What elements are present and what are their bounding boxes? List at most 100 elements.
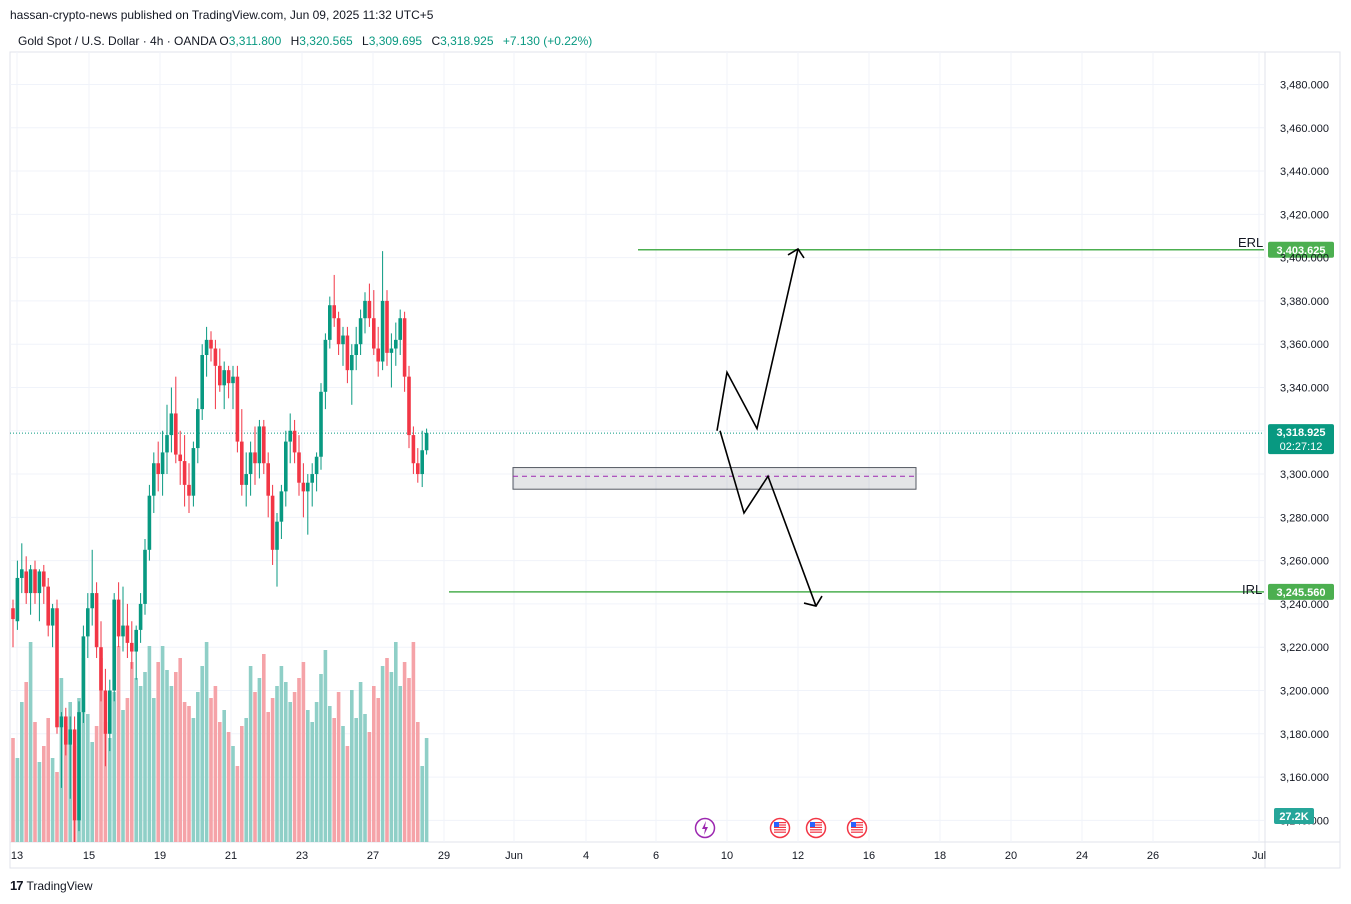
candle-body — [169, 413, 174, 436]
candle-body — [165, 435, 169, 453]
candle-body — [81, 636, 86, 713]
volume-bar — [116, 646, 121, 842]
close-label: C — [431, 34, 441, 48]
volume-bar — [354, 718, 358, 842]
volume-bar — [332, 718, 336, 842]
bearish-path — [719, 430, 817, 607]
demand-zone[interactable] — [512, 467, 917, 490]
price-axis[interactable]: 3,480.000 3,460.000 3,440.000 3,420.000 3,40… — [1268, 79, 1334, 827]
chart-border — [9, 51, 1341, 869]
change-value: +7.130 (+0.22%) — [502, 34, 593, 48]
candle-body — [262, 426, 266, 464]
volume-badge — [1274, 808, 1314, 824]
volume-bar — [160, 646, 165, 842]
candle-body — [218, 365, 222, 386]
lightning-icon[interactable] — [694, 817, 716, 839]
volume-bar — [125, 698, 130, 842]
volume-bar — [336, 692, 341, 842]
time-tick-label: Jul — [1252, 850, 1266, 862]
candle-body — [191, 448, 196, 496]
us-flag-icon[interactable] — [769, 817, 791, 839]
volume-bar — [81, 658, 86, 842]
bullish-path — [716, 248, 799, 431]
price-tick-label: 3,380.000 — [1280, 296, 1329, 308]
candle-body — [248, 452, 253, 475]
time-axis[interactable]: 13 15 19 21 23 27 29 Jun 4 6 10 12 16 18 20 24 26 Jul — [11, 850, 1266, 862]
volume-bar — [301, 662, 306, 842]
volume-bar — [248, 666, 253, 842]
price-tick-label: 3,460.000 — [1280, 123, 1329, 135]
volume-bar — [266, 712, 270, 842]
candle-body — [46, 586, 50, 626]
time-tick-label: 12 — [792, 850, 804, 862]
volume-bar — [314, 702, 319, 842]
volume-bar — [37, 762, 42, 842]
high-label: H — [290, 34, 300, 48]
flag-stripe — [810, 829, 822, 831]
candle-body — [64, 716, 68, 745]
volume-bar — [11, 738, 15, 842]
volume-bar — [55, 772, 59, 842]
volume-bar — [372, 686, 376, 842]
candle-body — [160, 452, 165, 475]
us-flag-icon[interactable] — [805, 817, 827, 839]
price-tick-label: 3,260.000 — [1280, 556, 1329, 568]
symbol-info-bar[interactable]: Gold Spot / U.S. Dollar · 4h · OANDA O3,… — [18, 34, 592, 48]
price-tick-label: 3,200.000 — [1280, 685, 1329, 697]
candle-body — [55, 608, 59, 728]
candle-body — [24, 571, 28, 594]
candle-body — [20, 569, 24, 578]
time-tick-label: 24 — [1076, 850, 1088, 862]
volume-bar — [156, 662, 160, 842]
candle-body — [200, 355, 204, 410]
candle-body — [42, 571, 46, 587]
low-value: 3,309.695 — [368, 34, 423, 48]
volume-bar — [284, 682, 288, 842]
candle-body — [376, 348, 380, 362]
flag-canton — [851, 822, 856, 827]
volume-bar — [319, 674, 323, 842]
candle-body — [411, 435, 416, 464]
event-markers[interactable] — [694, 817, 868, 839]
volume-bar — [178, 658, 182, 842]
time-tick-label: 20 — [1005, 850, 1017, 862]
candle-body — [116, 599, 121, 637]
projection-arrows[interactable] — [716, 247, 823, 608]
candle-body — [68, 729, 72, 745]
volume-bar — [200, 666, 204, 842]
candle-body — [112, 599, 116, 691]
arrow-up-head — [787, 247, 805, 259]
candle-body — [398, 318, 402, 340]
symbol-title[interactable]: Gold Spot / U.S. Dollar · 4h · OANDA — [18, 34, 217, 48]
candle-body — [77, 712, 81, 821]
volume-bar — [218, 722, 222, 842]
candle-body — [380, 300, 385, 362]
price-tick-label: 3,180.000 — [1280, 729, 1329, 741]
flag-canton — [774, 822, 779, 827]
volume-bar — [138, 686, 143, 842]
open-value: 3,311.800 — [228, 34, 282, 48]
candlestick-series — [11, 251, 429, 842]
price-tick-label: 3,220.000 — [1280, 642, 1329, 654]
volume-bar — [209, 698, 213, 842]
candle-body — [284, 441, 288, 492]
candle-body — [15, 577, 20, 622]
volume-bar — [350, 690, 354, 842]
volume-bar — [231, 746, 235, 842]
price-tick-label: 3,280.000 — [1280, 512, 1329, 524]
candle-body — [253, 452, 257, 464]
volume-bar — [275, 686, 279, 842]
candle-body — [99, 647, 103, 691]
volume-bar — [64, 726, 68, 842]
footer-brand[interactable]: 17 TradingView — [10, 878, 93, 893]
candle-body — [196, 409, 200, 449]
candle-body — [301, 482, 306, 492]
candle-body — [363, 300, 367, 319]
volume-bar — [416, 722, 420, 842]
volume-bar — [240, 726, 244, 842]
candle-body — [231, 376, 235, 384]
candle-body — [319, 391, 323, 457]
candle-body — [323, 339, 328, 392]
us-flag-icon[interactable] — [846, 817, 868, 839]
